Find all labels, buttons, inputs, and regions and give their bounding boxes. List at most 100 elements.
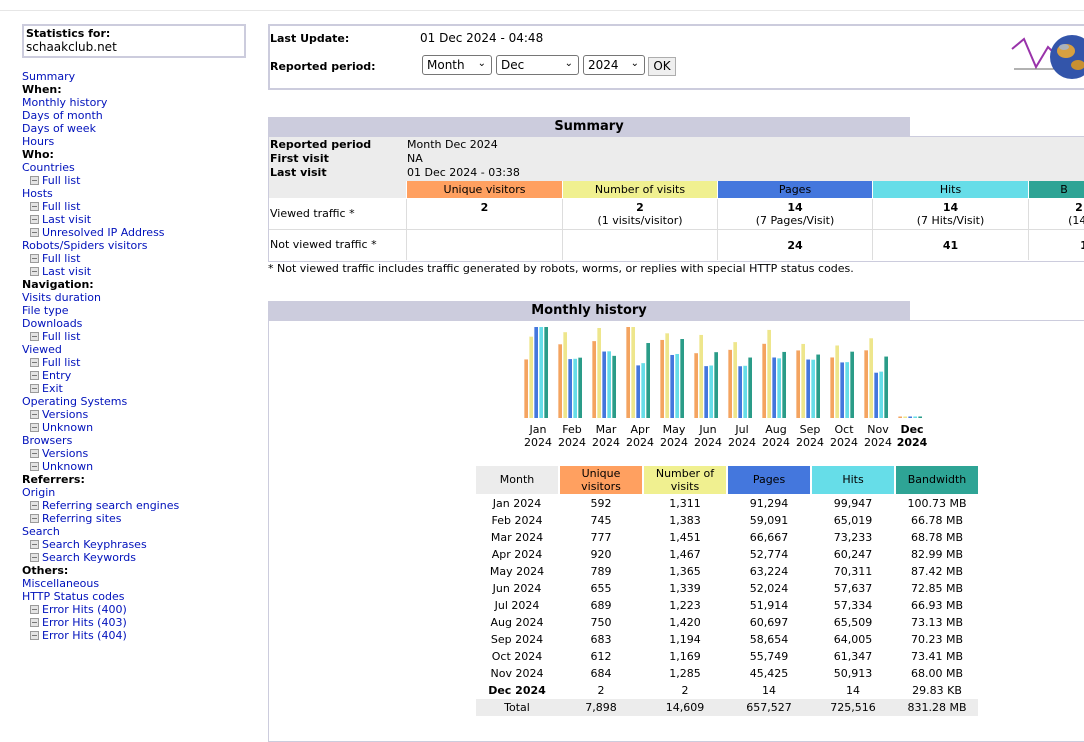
table-cell-pages: 60,697 bbox=[749, 616, 789, 629]
menu-heading-others: Others: bbox=[22, 564, 68, 577]
monthly-history-chart bbox=[524, 327, 922, 418]
menu-link-monthly-history[interactable]: Monthly history bbox=[22, 96, 107, 109]
chart-bar-pages bbox=[670, 354, 674, 418]
menu-link-miscellaneous[interactable]: Miscellaneous bbox=[22, 577, 99, 590]
menu-link-days-of-month[interactable]: Days of month bbox=[22, 109, 103, 122]
chart-bar-bandwidth-mb- bbox=[884, 356, 888, 418]
menu-link-entry[interactable]: Entry bbox=[30, 369, 71, 382]
chart-bar-bandwidth-mb- bbox=[680, 339, 684, 418]
menu-link-last-visit[interactable]: Last visit bbox=[30, 265, 91, 278]
chart-bar-number-of-visits bbox=[835, 345, 839, 418]
subitem-icon bbox=[30, 384, 39, 393]
menu-link-full-list[interactable]: Full list bbox=[30, 174, 80, 187]
viewed-visits-ratio: (1 visits/visitor) bbox=[597, 214, 683, 227]
chart-tick-label: Nov 2024 bbox=[864, 423, 892, 449]
menu-link-unknown[interactable]: Unknown bbox=[30, 460, 93, 473]
subitem-icon bbox=[30, 618, 39, 627]
chart-bar-highlight bbox=[626, 327, 627, 418]
chart-bar-number-of-visits bbox=[733, 342, 737, 418]
subitem-icon bbox=[30, 423, 39, 432]
table-cell-visits: 1,451 bbox=[669, 531, 701, 544]
chart-tick-label: Feb 2024 bbox=[558, 423, 586, 449]
menu-link-exit[interactable]: Exit bbox=[30, 382, 63, 395]
ok-button[interactable]: OK bbox=[648, 57, 676, 76]
menu-link-search-keywords[interactable]: Search Keywords bbox=[30, 551, 136, 564]
menu-label: Summary bbox=[22, 70, 76, 83]
menu-link-downloads[interactable]: Downloads bbox=[22, 317, 82, 330]
total-cell-month: Total bbox=[504, 701, 530, 714]
site-name: schaakclub.net bbox=[26, 40, 117, 54]
menu-link-unresolved-ip-address[interactable]: Unresolved IP Address bbox=[30, 226, 165, 239]
chart-bar-highlight bbox=[544, 327, 545, 418]
menu-link-full-list[interactable]: Full list bbox=[30, 200, 80, 213]
menu-link-robots-spiders-visitors[interactable]: Robots/Spiders visitors bbox=[22, 239, 148, 252]
subitem-icon bbox=[30, 332, 39, 341]
period-type-select[interactable]: Month ⌄ bbox=[422, 55, 492, 75]
month-select[interactable]: Dec ⌄ bbox=[496, 55, 579, 75]
menu-link-error-hits-400[interactable]: Error Hits (400) bbox=[30, 603, 127, 616]
viewed-traffic-label: Viewed traffic * bbox=[270, 207, 355, 220]
menu-link-hours[interactable]: Hours bbox=[22, 135, 54, 148]
chart-tick-label: Jun 2024 bbox=[694, 423, 722, 449]
menu-link-last-visit[interactable]: Last visit bbox=[30, 213, 91, 226]
menu-link-http-status-codes[interactable]: HTTP Status codes bbox=[22, 590, 124, 603]
menu-link-error-hits-403[interactable]: Error Hits (403) bbox=[30, 616, 127, 629]
chart-bar-bandwidth-mb- bbox=[646, 343, 650, 418]
table-cell-bw: 72.85 MB bbox=[910, 582, 964, 595]
chart-bar-hits bbox=[709, 365, 713, 418]
menu-link-days-of-week[interactable]: Days of week bbox=[22, 122, 96, 135]
menu-label: Browsers bbox=[22, 434, 73, 447]
menu-label: Origin bbox=[22, 486, 56, 499]
menu-label: When: bbox=[22, 83, 62, 96]
chart-bar-highlight bbox=[850, 351, 851, 418]
menu-link-full-list[interactable]: Full list bbox=[30, 330, 80, 343]
chart-bar-highlight bbox=[884, 356, 885, 418]
subitem-icon bbox=[30, 254, 39, 263]
menu-link-hosts[interactable]: Hosts bbox=[22, 187, 53, 200]
reported-period-row-value: Month Dec 2024 bbox=[407, 138, 498, 151]
viewed-hits: 14 bbox=[942, 201, 959, 214]
table-cell-pages: 66,667 bbox=[749, 531, 789, 544]
menu-link-summary[interactable]: Summary bbox=[22, 70, 75, 83]
menu-link-unknown[interactable]: Unknown bbox=[30, 421, 93, 434]
chart-bar-highlight bbox=[573, 358, 574, 418]
last-visit-label: Last visit bbox=[270, 166, 327, 179]
reported-period-row-label: Reported period bbox=[270, 138, 372, 151]
menu-link-operating-systems[interactable]: Operating Systems bbox=[22, 395, 127, 408]
chart-bar-highlight bbox=[660, 339, 661, 418]
table-cell-bw: 68.78 MB bbox=[910, 531, 964, 544]
chart-bar-highlight bbox=[806, 359, 807, 418]
chart-bar-highlight bbox=[534, 327, 535, 418]
menu-link-search-keyphrases[interactable]: Search Keyphrases bbox=[30, 538, 147, 551]
menu-link-referring-search-engines[interactable]: Referring search engines bbox=[30, 499, 179, 512]
menu-link-full-list[interactable]: Full list bbox=[30, 356, 80, 369]
chart-bar-highlight bbox=[631, 327, 632, 418]
menu-link-error-hits-404[interactable]: Error Hits (404) bbox=[30, 629, 127, 642]
table-cell-hits: 60,247 bbox=[833, 548, 873, 561]
menu-link-referring-sites[interactable]: Referring sites bbox=[30, 512, 122, 525]
chart-bar-highlight bbox=[748, 357, 749, 418]
menu-link-full-list[interactable]: Full list bbox=[30, 252, 80, 265]
table-cell-month: Aug 2024 bbox=[490, 616, 544, 629]
menu-link-versions[interactable]: Versions bbox=[30, 408, 88, 421]
year-select[interactable]: 2024 ⌄ bbox=[583, 55, 645, 75]
menu-link-origin[interactable]: Origin bbox=[22, 486, 55, 499]
table-cell-visits: 1,194 bbox=[669, 633, 701, 646]
menu-link-visits-duration[interactable]: Visits duration bbox=[22, 291, 101, 304]
chart-bar-pages bbox=[636, 365, 640, 418]
table-cell-month: May 2024 bbox=[489, 565, 545, 578]
th-pages: Pages bbox=[728, 466, 810, 494]
menu-link-versions[interactable]: Versions bbox=[30, 447, 88, 460]
chart-bar-highlight bbox=[563, 332, 564, 418]
menu-link-file-type[interactable]: File type bbox=[22, 304, 68, 317]
last-update-label: Last Update: bbox=[270, 32, 350, 45]
last-update-value: 01 Dec 2024 - 04:48 bbox=[420, 31, 544, 45]
chart-bar-highlight bbox=[816, 354, 817, 418]
menu-heading-who: Who: bbox=[22, 148, 54, 161]
menu-link-countries[interactable]: Countries bbox=[22, 161, 75, 174]
menu-link-browsers[interactable]: Browsers bbox=[22, 434, 72, 447]
menu-link-viewed[interactable]: Viewed bbox=[22, 343, 62, 356]
chart-bar-bandwidth-mb- bbox=[714, 352, 718, 418]
menu-link-search[interactable]: Search bbox=[22, 525, 60, 538]
menu-label: Error Hits (404) bbox=[42, 629, 127, 642]
